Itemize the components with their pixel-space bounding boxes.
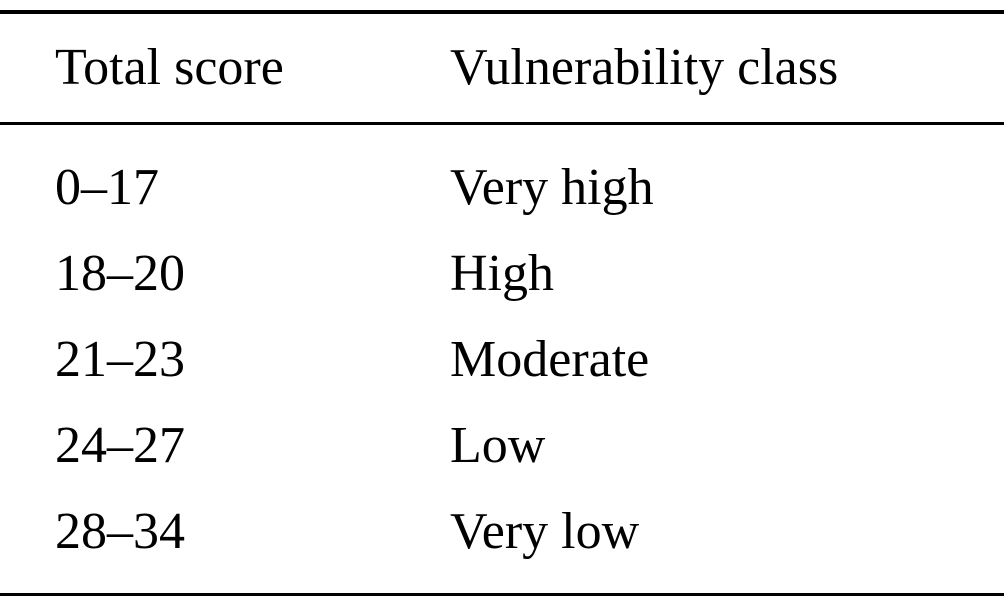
total-score-value: 0–17 — [55, 159, 159, 216]
table-bottom-rule — [0, 593, 1004, 596]
table-header-row: Total score Vulnerability class — [0, 14, 1004, 122]
total-score-value: 24–27 — [55, 417, 185, 474]
vulnerability-class-value: Very low — [450, 503, 640, 560]
table-row: 24–27 Low — [0, 403, 1004, 489]
column-header-total-score: Total score — [55, 39, 284, 96]
total-score-value: 21–23 — [55, 331, 185, 388]
table-row: 18–20 High — [0, 231, 1004, 317]
table-row: 28–34 Very low — [0, 489, 1004, 575]
table-row: 0–17 Very high — [0, 145, 1004, 231]
vulnerability-class-value: High — [450, 245, 554, 302]
vulnerability-class-value: Low — [450, 417, 546, 474]
table-header-rule — [0, 122, 1004, 125]
table-top-rule — [0, 10, 1004, 14]
table-body: 0–17 Very high 18–20 High 21–23 Moderate… — [0, 125, 1004, 593]
total-score-value: 18–20 — [55, 245, 185, 302]
column-header-vulnerability-class: Vulnerability class — [450, 39, 839, 96]
vulnerability-class-value: Very high — [450, 159, 654, 216]
table-row: 21–23 Moderate — [0, 317, 1004, 403]
total-score-value: 28–34 — [55, 503, 185, 560]
vulnerability-class-value: Moderate — [450, 331, 650, 388]
